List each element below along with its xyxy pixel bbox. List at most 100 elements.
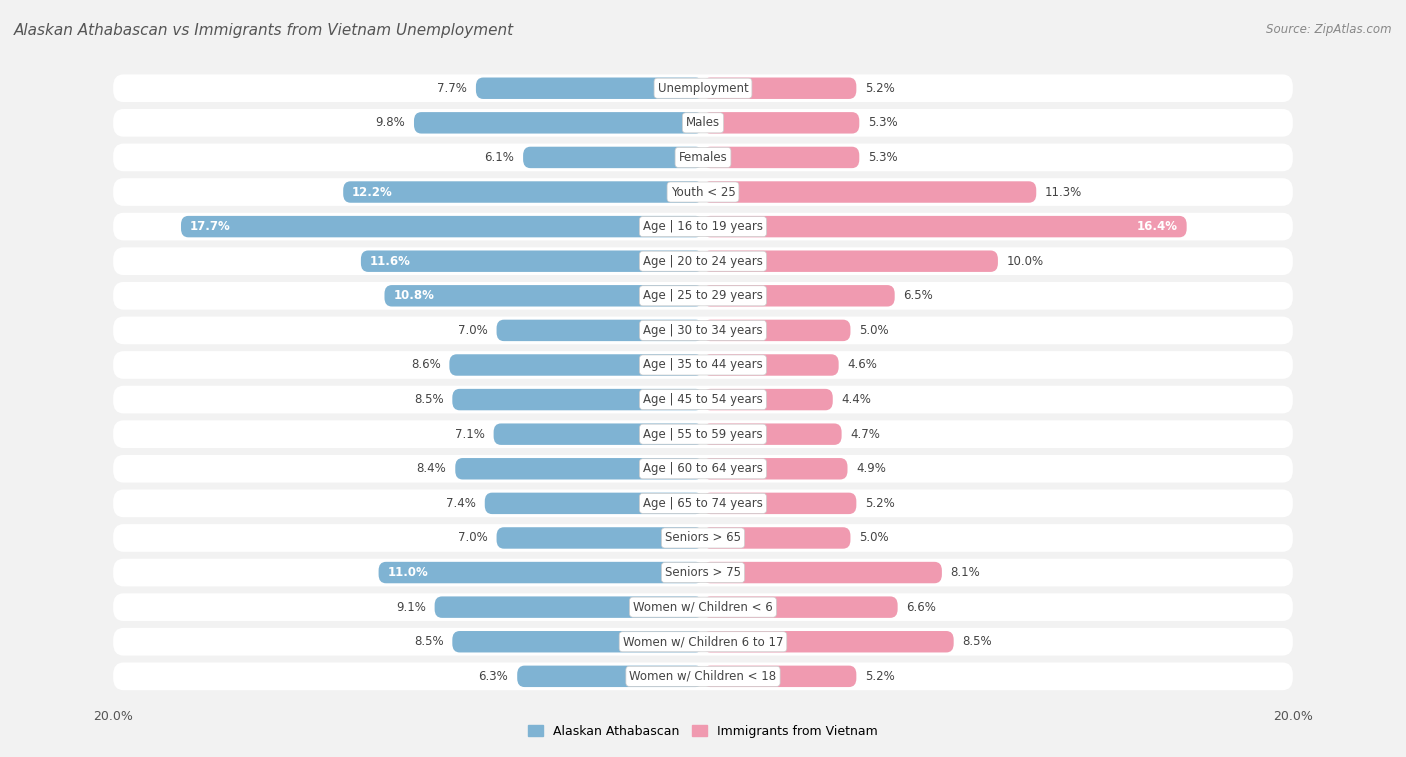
Text: 6.6%: 6.6% <box>907 600 936 614</box>
FancyBboxPatch shape <box>703 423 842 445</box>
FancyBboxPatch shape <box>703 493 856 514</box>
Text: Unemployment: Unemployment <box>658 82 748 95</box>
FancyBboxPatch shape <box>703 216 1187 238</box>
Text: 5.2%: 5.2% <box>865 497 896 510</box>
Text: 6.5%: 6.5% <box>904 289 934 302</box>
FancyBboxPatch shape <box>703 285 894 307</box>
FancyBboxPatch shape <box>703 562 942 584</box>
FancyBboxPatch shape <box>485 493 703 514</box>
Text: 4.4%: 4.4% <box>842 393 872 406</box>
Text: 7.4%: 7.4% <box>446 497 475 510</box>
FancyBboxPatch shape <box>496 527 703 549</box>
FancyBboxPatch shape <box>112 213 1294 241</box>
Text: Alaskan Athabascan vs Immigrants from Vietnam Unemployment: Alaskan Athabascan vs Immigrants from Vi… <box>14 23 515 38</box>
FancyBboxPatch shape <box>112 386 1294 413</box>
FancyBboxPatch shape <box>112 490 1294 517</box>
FancyBboxPatch shape <box>112 178 1294 206</box>
FancyBboxPatch shape <box>343 181 703 203</box>
Text: 9.1%: 9.1% <box>396 600 426 614</box>
Text: 9.8%: 9.8% <box>375 117 405 129</box>
Text: Seniors > 75: Seniors > 75 <box>665 566 741 579</box>
Text: 8.1%: 8.1% <box>950 566 980 579</box>
FancyBboxPatch shape <box>112 559 1294 587</box>
Text: 4.6%: 4.6% <box>848 359 877 372</box>
Text: 8.6%: 8.6% <box>411 359 440 372</box>
FancyBboxPatch shape <box>112 144 1294 171</box>
Text: 16.4%: 16.4% <box>1137 220 1178 233</box>
Text: 10.8%: 10.8% <box>394 289 434 302</box>
Text: 8.4%: 8.4% <box>416 463 447 475</box>
FancyBboxPatch shape <box>703 77 856 99</box>
Text: Age | 60 to 64 years: Age | 60 to 64 years <box>643 463 763 475</box>
FancyBboxPatch shape <box>112 662 1294 690</box>
Text: 8.5%: 8.5% <box>413 393 443 406</box>
FancyBboxPatch shape <box>517 665 703 687</box>
Text: 7.0%: 7.0% <box>458 324 488 337</box>
Text: Age | 20 to 24 years: Age | 20 to 24 years <box>643 254 763 268</box>
FancyBboxPatch shape <box>703 389 832 410</box>
FancyBboxPatch shape <box>703 597 897 618</box>
Text: Males: Males <box>686 117 720 129</box>
Text: 7.1%: 7.1% <box>456 428 485 441</box>
FancyBboxPatch shape <box>703 147 859 168</box>
FancyBboxPatch shape <box>112 524 1294 552</box>
Text: 8.5%: 8.5% <box>413 635 443 648</box>
Text: 4.7%: 4.7% <box>851 428 880 441</box>
FancyBboxPatch shape <box>112 316 1294 344</box>
FancyBboxPatch shape <box>703 251 998 272</box>
Text: Age | 16 to 19 years: Age | 16 to 19 years <box>643 220 763 233</box>
Text: Seniors > 65: Seniors > 65 <box>665 531 741 544</box>
FancyBboxPatch shape <box>450 354 703 375</box>
FancyBboxPatch shape <box>413 112 703 133</box>
FancyBboxPatch shape <box>703 527 851 549</box>
FancyBboxPatch shape <box>434 597 703 618</box>
FancyBboxPatch shape <box>456 458 703 479</box>
Text: 17.7%: 17.7% <box>190 220 231 233</box>
FancyBboxPatch shape <box>703 458 848 479</box>
FancyBboxPatch shape <box>384 285 703 307</box>
Text: 5.0%: 5.0% <box>859 531 889 544</box>
Text: Youth < 25: Youth < 25 <box>671 185 735 198</box>
FancyBboxPatch shape <box>112 455 1294 483</box>
FancyBboxPatch shape <box>112 248 1294 275</box>
Text: 11.3%: 11.3% <box>1045 185 1083 198</box>
Legend: Alaskan Athabascan, Immigrants from Vietnam: Alaskan Athabascan, Immigrants from Viet… <box>523 720 883 743</box>
Text: Age | 65 to 74 years: Age | 65 to 74 years <box>643 497 763 510</box>
Text: Age | 25 to 29 years: Age | 25 to 29 years <box>643 289 763 302</box>
Text: 10.0%: 10.0% <box>1007 254 1043 268</box>
FancyBboxPatch shape <box>181 216 703 238</box>
FancyBboxPatch shape <box>496 319 703 341</box>
FancyBboxPatch shape <box>112 593 1294 621</box>
Text: Age | 30 to 34 years: Age | 30 to 34 years <box>643 324 763 337</box>
FancyBboxPatch shape <box>453 631 703 653</box>
Text: Age | 45 to 54 years: Age | 45 to 54 years <box>643 393 763 406</box>
Text: 5.2%: 5.2% <box>865 670 896 683</box>
Text: 5.3%: 5.3% <box>868 117 898 129</box>
Text: Age | 35 to 44 years: Age | 35 to 44 years <box>643 359 763 372</box>
Text: 5.3%: 5.3% <box>868 151 898 164</box>
FancyBboxPatch shape <box>703 665 856 687</box>
Text: 6.1%: 6.1% <box>485 151 515 164</box>
Text: 7.0%: 7.0% <box>458 531 488 544</box>
Text: Females: Females <box>679 151 727 164</box>
FancyBboxPatch shape <box>703 354 838 375</box>
Text: Source: ZipAtlas.com: Source: ZipAtlas.com <box>1267 23 1392 36</box>
Text: 8.5%: 8.5% <box>963 635 993 648</box>
Text: 11.6%: 11.6% <box>370 254 411 268</box>
Text: 5.0%: 5.0% <box>859 324 889 337</box>
Text: 12.2%: 12.2% <box>352 185 392 198</box>
FancyBboxPatch shape <box>112 420 1294 448</box>
Text: Women w/ Children < 6: Women w/ Children < 6 <box>633 600 773 614</box>
FancyBboxPatch shape <box>112 74 1294 102</box>
FancyBboxPatch shape <box>361 251 703 272</box>
Text: 5.2%: 5.2% <box>865 82 896 95</box>
FancyBboxPatch shape <box>703 112 859 133</box>
FancyBboxPatch shape <box>703 319 851 341</box>
FancyBboxPatch shape <box>475 77 703 99</box>
Text: Women w/ Children < 18: Women w/ Children < 18 <box>630 670 776 683</box>
FancyBboxPatch shape <box>703 181 1036 203</box>
Text: 11.0%: 11.0% <box>388 566 429 579</box>
FancyBboxPatch shape <box>703 631 953 653</box>
Text: Age | 55 to 59 years: Age | 55 to 59 years <box>643 428 763 441</box>
Text: Women w/ Children 6 to 17: Women w/ Children 6 to 17 <box>623 635 783 648</box>
